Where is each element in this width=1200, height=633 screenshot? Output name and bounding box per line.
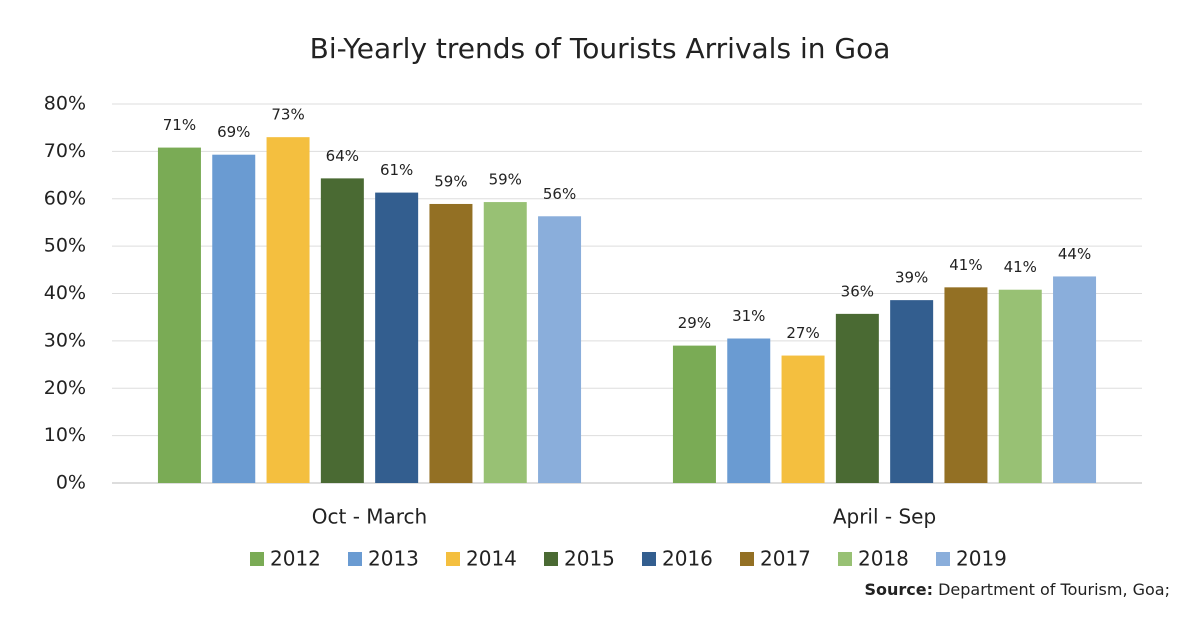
- bar: [835, 313, 879, 483]
- legend-label: 2013: [368, 547, 419, 571]
- x-tick-label: April - Sep: [833, 505, 936, 529]
- legend-label: 2012: [270, 547, 321, 571]
- bar: [429, 203, 473, 483]
- bar: [266, 137, 310, 483]
- source-label: Source:: [864, 580, 933, 599]
- legend-label: 2017: [760, 547, 811, 571]
- bar: [672, 345, 716, 483]
- y-tick-label: 60%: [44, 187, 86, 209]
- legend-label: 2014: [466, 547, 517, 571]
- y-tick-label: 50%: [44, 235, 86, 257]
- y-tick-label: 10%: [44, 424, 86, 446]
- data-label: 59%: [489, 171, 522, 189]
- data-label: 41%: [1004, 258, 1037, 276]
- legend-swatch: [838, 552, 852, 566]
- legend-swatch: [446, 552, 460, 566]
- bar: [944, 287, 988, 483]
- bar: [320, 178, 364, 483]
- data-label: 44%: [1058, 245, 1091, 263]
- data-label: 73%: [271, 106, 304, 124]
- bar: [890, 300, 934, 483]
- y-tick-label: 70%: [44, 140, 86, 162]
- source: Source: Department of Tourism, Goa;: [864, 580, 1170, 599]
- legend-swatch: [544, 552, 558, 566]
- y-tick-label: 40%: [44, 282, 86, 304]
- data-label: 29%: [678, 314, 711, 332]
- legend-label: 2015: [564, 547, 615, 571]
- data-label: 64%: [326, 147, 359, 165]
- legend-label: 2018: [858, 547, 909, 571]
- data-label: 61%: [380, 161, 413, 179]
- legend-label: 2019: [956, 547, 1007, 571]
- data-label: 36%: [841, 282, 874, 300]
- bar: [212, 154, 256, 483]
- legend-swatch: [250, 552, 264, 566]
- data-label: 27%: [786, 324, 819, 342]
- legend-label: 2016: [662, 547, 713, 571]
- legend-swatch: [348, 552, 362, 566]
- chart-title: Bi-Yearly trends of Tourists Arrivals in…: [310, 32, 891, 65]
- legend-swatch: [936, 552, 950, 566]
- bar: [998, 289, 1042, 483]
- legend-swatch: [740, 552, 754, 566]
- bar: [781, 355, 825, 483]
- y-tick-label: 80%: [44, 93, 86, 115]
- bar: [483, 202, 527, 483]
- source-text: Department of Tourism, Goa;: [938, 580, 1170, 599]
- bar: [157, 147, 201, 483]
- y-tick-label: 30%: [44, 329, 86, 351]
- data-label: 39%: [895, 269, 928, 287]
- data-label: 71%: [163, 116, 196, 134]
- bar: [538, 216, 582, 483]
- bar: [375, 192, 419, 483]
- bar: [727, 338, 771, 483]
- data-label: 59%: [434, 172, 467, 190]
- legend-swatch: [642, 552, 656, 566]
- data-label: 41%: [949, 256, 982, 274]
- data-label: 56%: [543, 185, 576, 203]
- y-tick-label: 0%: [56, 472, 86, 494]
- x-tick-label: Oct - March: [312, 505, 427, 529]
- data-label: 31%: [732, 307, 765, 325]
- data-label: 69%: [217, 123, 250, 141]
- bar: [1053, 276, 1097, 483]
- y-tick-label: 20%: [44, 377, 86, 399]
